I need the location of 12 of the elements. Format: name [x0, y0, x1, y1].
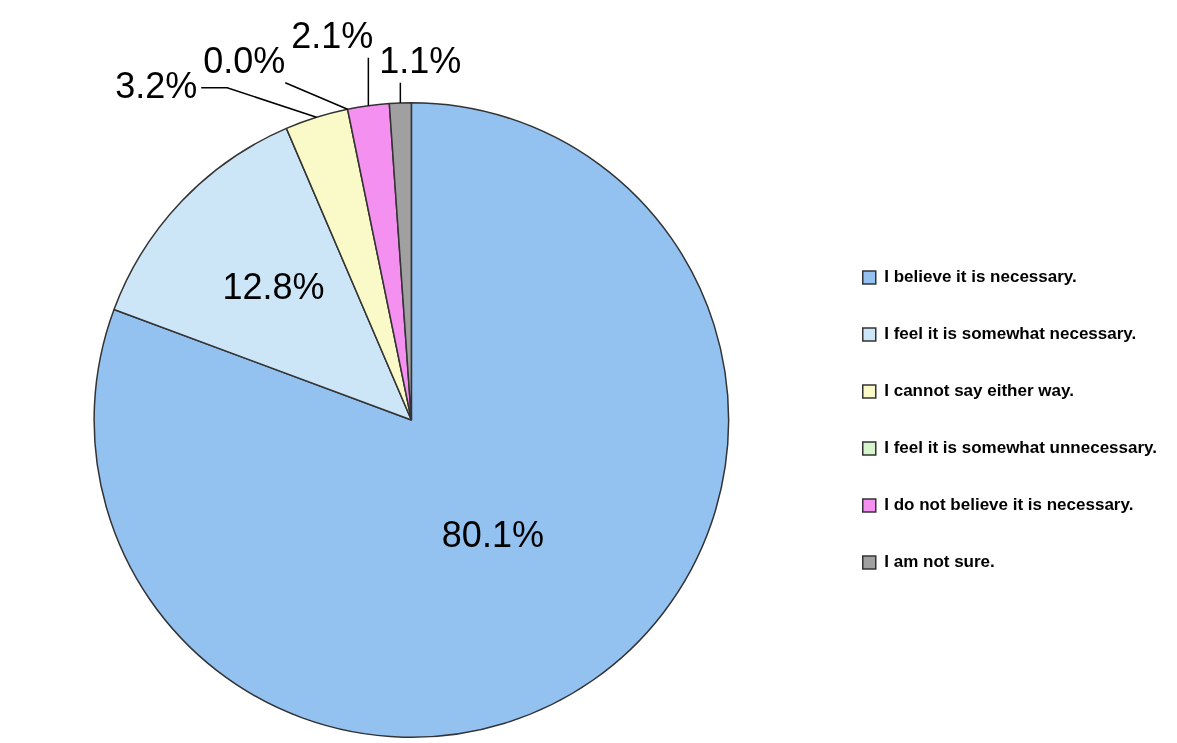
legend-label: I do not believe it is necessary. [884, 495, 1134, 515]
data-label: 1.1% [379, 39, 462, 81]
legend-label: I feel it is somewhat unnecessary. [884, 438, 1158, 458]
data-label: 80.1% [441, 514, 544, 556]
legend-label: I feel it is somewhat necessary. [884, 324, 1137, 344]
legend-label: I cannot say either way. [884, 381, 1074, 401]
legend-label: I am not sure. [884, 552, 995, 572]
text: 0.0% [203, 39, 286, 81]
data-label: 2.1% [291, 14, 374, 56]
legend-label: I believe it is necessary. [884, 267, 1077, 287]
data-label: 12.8% [222, 265, 325, 307]
data-label: 3.2% [115, 64, 198, 106]
